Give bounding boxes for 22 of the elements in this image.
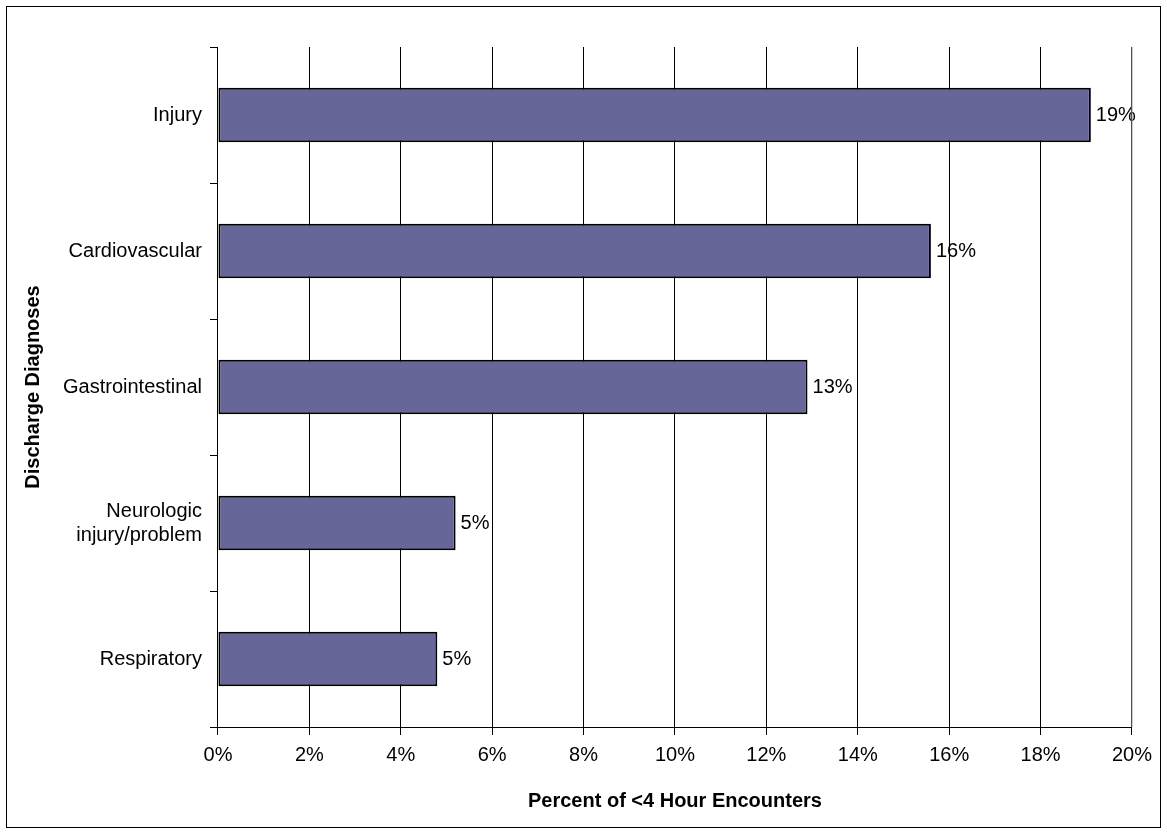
data-label: 5%	[442, 646, 472, 669]
x-tick-label: 12%	[746, 742, 787, 765]
y-tick-label: Injury	[153, 102, 202, 125]
x-tick-label: 6%	[477, 742, 507, 765]
y-tick-label: Gastrointestinal	[62, 374, 202, 397]
x-tick-label: 10%	[654, 742, 696, 765]
x-tick-label: 18%	[1020, 742, 1061, 765]
x-tick-label: 20%	[1111, 742, 1153, 765]
category-label: Neurologic	[106, 498, 202, 521]
category-label: injury/problem	[76, 522, 202, 545]
y-tick-label: Respiratory	[99, 646, 202, 669]
x-tick-label: 8%	[569, 742, 599, 765]
x-tick-label: 16%	[929, 742, 970, 765]
y-tick-label: Cardiovascular	[68, 238, 203, 261]
x-tick-label: 14%	[837, 742, 879, 765]
x-tick-label: 4%	[386, 742, 416, 765]
x-tick-label: 2%	[294, 742, 325, 765]
x-tick-label: 0%	[203, 742, 233, 765]
y-axis-title: Discharge Diagnoses	[20, 285, 43, 489]
data-label: 13%	[812, 374, 853, 397]
x-axis-title: Percent of <4 Hour Encounters	[527, 788, 822, 811]
data-label: 5%	[460, 510, 490, 533]
